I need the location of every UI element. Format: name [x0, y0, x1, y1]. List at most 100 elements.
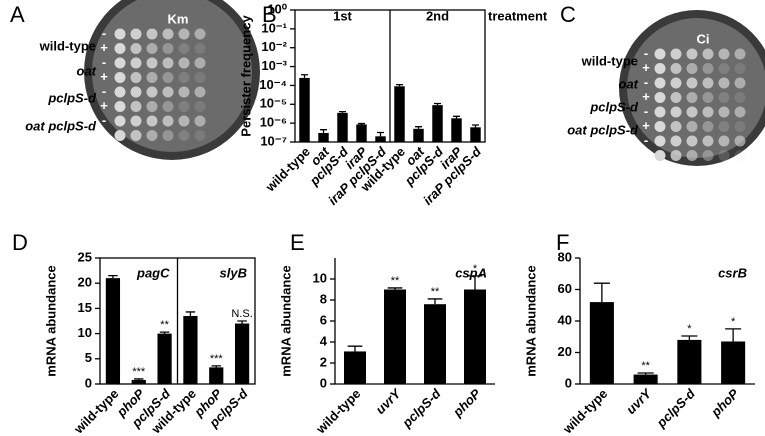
colony-spot: [670, 106, 682, 118]
colony-spot: [114, 43, 126, 54]
y-tick-label: 8: [320, 291, 327, 306]
colony-spot: [654, 106, 666, 118]
bar: [234, 323, 250, 384]
y-tick-label: 10⁻⁵: [260, 96, 287, 111]
sign: +: [642, 147, 650, 162]
y-tick-label: 10⁻²: [261, 39, 287, 54]
bar: [131, 379, 146, 384]
colony-spot: [194, 43, 206, 54]
y-tick-label: 40: [558, 312, 572, 327]
x-tick-label: wild-type: [559, 386, 610, 436]
error-bar: [427, 298, 443, 305]
colony-spot: [178, 130, 190, 141]
colony-spot: [702, 135, 714, 147]
y-tick-label: 6: [320, 312, 327, 327]
significance: ***: [132, 366, 146, 378]
colony-spot: [718, 121, 730, 132]
bar: [451, 118, 462, 142]
colony-spot: [114, 57, 126, 69]
antibiotic-label: Ci: [697, 31, 710, 46]
x-tick-label: wild-type: [70, 386, 121, 436]
colony-spot: [734, 121, 746, 132]
significance: **: [391, 275, 400, 287]
sign: -: [102, 112, 106, 127]
colony-spot: [178, 43, 190, 54]
colony-spot: [734, 48, 746, 60]
colony-spot: [162, 28, 174, 40]
colony-spot: [162, 101, 174, 112]
y-axis-title: mRNA abundance: [523, 265, 538, 376]
sign: +: [100, 40, 108, 55]
x-tick-label: wild-type: [262, 144, 313, 195]
panel-letter: F: [556, 230, 569, 255]
colony-spot: [718, 63, 730, 74]
plate-agar: [92, 0, 252, 152]
bar: [356, 124, 367, 142]
colony-spot: [162, 130, 174, 141]
significance: N.S.: [231, 308, 252, 320]
colony-spot: [162, 43, 174, 54]
strain-label: pclpS-d: [47, 90, 97, 105]
colony-spot: [114, 86, 126, 98]
error-bar: [339, 110, 346, 113]
x-tick-label: phoP: [707, 386, 742, 421]
colony-spot: [702, 63, 714, 74]
colony-spot: [654, 135, 666, 147]
sign: -: [644, 103, 648, 118]
significance: **: [431, 286, 440, 298]
colony-spot: [114, 130, 126, 141]
colony-spot: [654, 92, 666, 103]
colony-spot: [130, 115, 142, 127]
bar: [589, 302, 614, 384]
colony-spot: [114, 28, 126, 40]
significance: *: [473, 263, 478, 275]
x-tick-label: pclpS-d: [399, 385, 445, 431]
significance: ***: [210, 353, 224, 365]
colony-spot: [718, 150, 730, 161]
y-tick-label: 2: [320, 354, 327, 369]
y-tick-label: 10⁻⁶: [260, 115, 287, 130]
colony-spot: [130, 72, 142, 83]
bar: [384, 289, 406, 384]
error-bar: [301, 74, 308, 78]
y-tick-label: 4: [320, 333, 328, 348]
error-bar: [396, 83, 403, 87]
error-bar: [347, 345, 363, 352]
bar: [413, 128, 424, 142]
strain-label: oat: [619, 76, 639, 91]
y-tick-label: 10⁰: [267, 1, 287, 16]
x-tick-label: wild-type: [312, 386, 363, 436]
bar: [337, 112, 348, 142]
sign: -: [644, 132, 648, 147]
colony-spot: [670, 135, 682, 147]
colony-spot: [146, 130, 158, 141]
colony-spot: [654, 63, 666, 74]
y-tick-label: 15: [78, 300, 92, 315]
colony-spot: [130, 130, 142, 141]
y-tick-label: 10⁻⁴: [259, 77, 287, 92]
colony-spot: [194, 28, 206, 40]
colony-spot: [178, 57, 190, 69]
error-bar: [681, 335, 698, 340]
sign: +: [642, 89, 650, 104]
error-bar: [377, 131, 384, 137]
y-tick-label: 25: [78, 249, 92, 264]
colony-spot: [654, 48, 666, 60]
colony-spot: [178, 72, 190, 83]
y-tick-label: 10: [78, 325, 92, 340]
error-bar: [237, 320, 247, 324]
colony-spot: [130, 57, 142, 69]
error-bar: [453, 115, 460, 119]
colony-spot: [670, 121, 682, 132]
error-bar: [320, 129, 327, 134]
y-tick-label: 10⁻⁷: [260, 133, 287, 148]
strain-label: wild-type: [39, 38, 96, 53]
sign: -: [644, 74, 648, 89]
panel-letter: A: [10, 2, 25, 27]
significance: **: [160, 319, 169, 331]
colony-spot: [686, 77, 698, 89]
bar: [209, 367, 224, 384]
bar: [633, 374, 658, 384]
significance: **: [641, 360, 650, 372]
strain-label: oat pclpS-d: [25, 118, 97, 133]
